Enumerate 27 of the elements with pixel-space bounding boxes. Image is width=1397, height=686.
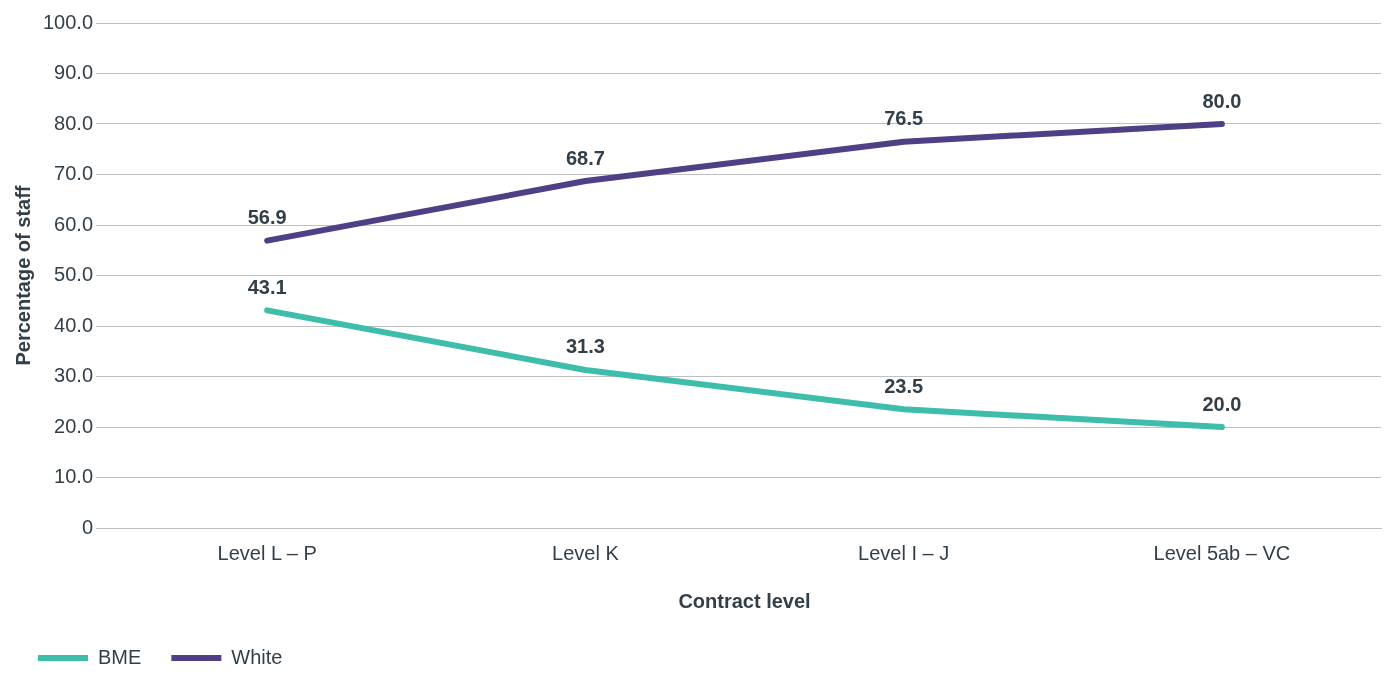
- y-tick-label: 30.0: [54, 364, 94, 387]
- legend-label: BME: [98, 645, 142, 668]
- y-tick-label: 90.0: [54, 61, 94, 84]
- x-tick-label: Level I – J: [858, 541, 950, 564]
- y-tick-label: 40.0: [54, 313, 94, 336]
- y-axis-title: Percentage of staff: [11, 185, 34, 366]
- y-tick-label: 20.0: [54, 414, 94, 437]
- data-label: 80.0: [1202, 89, 1242, 112]
- x-tick-label: Level 5ab – VC: [1153, 541, 1291, 564]
- x-tick-label: Level K: [552, 541, 620, 564]
- x-axis-title: Contract level: [678, 589, 811, 612]
- y-tick-label: 100.0: [42, 10, 94, 33]
- data-label: 31.3: [565, 335, 605, 358]
- y-tick-label: 70.0: [54, 162, 94, 185]
- y-tick-label: 80.0: [54, 111, 94, 134]
- data-label: 23.5: [884, 374, 924, 397]
- data-label: 56.9: [247, 206, 287, 229]
- data-label: 43.1: [247, 275, 287, 298]
- y-tick-label: 50.0: [54, 263, 94, 286]
- y-tick-label: 10.0: [54, 465, 94, 488]
- y-tick-label: 60.0: [54, 212, 94, 235]
- data-label: 68.7: [565, 146, 605, 169]
- data-label: 20.0: [1202, 392, 1242, 415]
- y-tick-label: 0: [81, 515, 94, 538]
- x-tick-label: Level L – P: [217, 541, 317, 564]
- legend-label: White: [231, 645, 283, 668]
- data-label: 76.5: [884, 107, 924, 130]
